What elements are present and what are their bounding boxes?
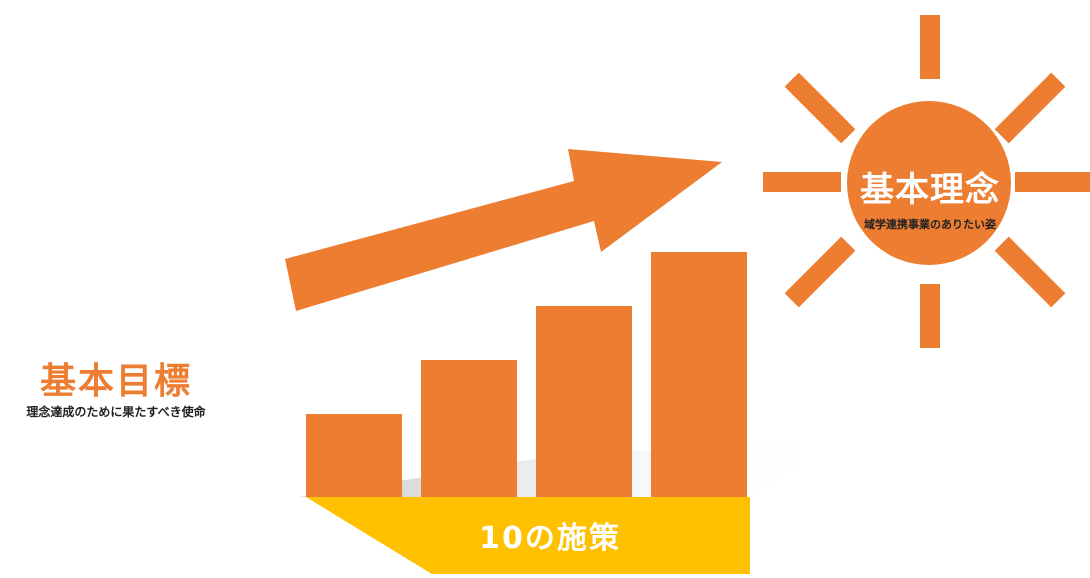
sun-circle	[847, 101, 1011, 265]
growth-bar	[536, 306, 632, 497]
goal-subtitle: 理念達成のために果たすべき使命	[26, 405, 206, 419]
vision-subtitle: 域学連携事業のありたい姿	[864, 218, 996, 231]
sun-ray-right	[1015, 172, 1090, 192]
sun-ray-top-left	[784, 72, 856, 144]
sun-icon	[763, 15, 1090, 348]
sun-ray-bottom-right	[994, 236, 1066, 308]
sun-ray-top-right	[994, 72, 1066, 144]
sun-ray-top	[920, 15, 940, 79]
goal-title: 基本目標	[39, 361, 192, 402]
sun-ray-bottom	[920, 284, 940, 348]
growth-bars	[306, 252, 747, 497]
measures-label: 10の施策	[479, 521, 621, 556]
measures-base	[306, 497, 750, 574]
growth-bar	[651, 252, 747, 497]
growth-bar	[306, 414, 402, 497]
up-right-arrow-icon	[285, 149, 722, 311]
sun-ray-left	[763, 172, 841, 192]
vision-title: 基本理念	[860, 170, 1000, 210]
sun-ray-bottom-left	[784, 236, 856, 308]
growth-bar	[421, 360, 517, 497]
